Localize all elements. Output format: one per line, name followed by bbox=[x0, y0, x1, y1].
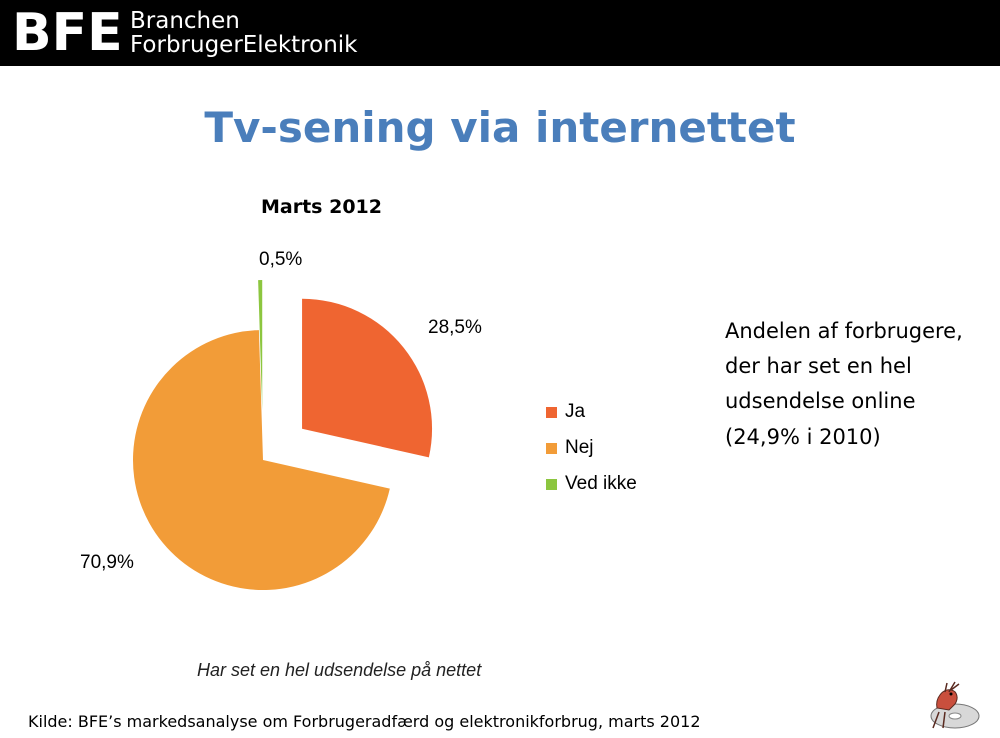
logo-line-2: ForbrugerElektronik bbox=[130, 32, 358, 58]
logo-wordmark: Branchen ForbrugerElektronik bbox=[130, 9, 358, 57]
data-label-nej: 70,9% bbox=[80, 552, 134, 573]
chart-title: Marts 2012 bbox=[261, 196, 382, 218]
data-label-ja: 28,5% bbox=[428, 317, 482, 338]
legend-label-ja: Ja bbox=[565, 401, 586, 422]
chart-legend: Ja Nej Ved ikke bbox=[546, 394, 637, 502]
bird-on-disc-icon bbox=[930, 681, 980, 729]
side-description: Andelen af forbrugere, der har set en he… bbox=[725, 319, 963, 413]
pie-slice-ja bbox=[302, 298, 433, 458]
source-note: Kilde: BFE’s markedsanalyse om Forbruger… bbox=[28, 712, 701, 731]
pie-slice-ved-ikke bbox=[258, 280, 263, 411]
side-comparison: (24,9% i 2010) bbox=[725, 425, 881, 449]
bfe-logo: BFE bbox=[12, 3, 123, 63]
legend-label-ved-ikke: Ved ikke bbox=[565, 473, 637, 494]
legend-label-nej: Nej bbox=[565, 437, 594, 458]
legend-swatch-ja bbox=[546, 406, 557, 418]
data-label-ved-ikke: 0,5% bbox=[259, 249, 302, 270]
legend-item-ja: Ja bbox=[546, 394, 637, 430]
slide-title: Tv-sening via internettet bbox=[204, 103, 796, 152]
logo-line-1: Branchen bbox=[130, 8, 240, 34]
header-bar: BFE Branchen ForbrugerElektronik bbox=[0, 0, 1000, 66]
legend-swatch-nej bbox=[546, 442, 557, 454]
chart-caption: Har set en hel udsendelse på nettet bbox=[197, 660, 482, 680]
legend-item-nej: Nej bbox=[546, 430, 637, 466]
pie-slice-nej bbox=[133, 330, 390, 590]
legend-item-ved-ikke: Ved ikke bbox=[546, 466, 637, 502]
legend-swatch-ved-ikke bbox=[546, 478, 557, 490]
